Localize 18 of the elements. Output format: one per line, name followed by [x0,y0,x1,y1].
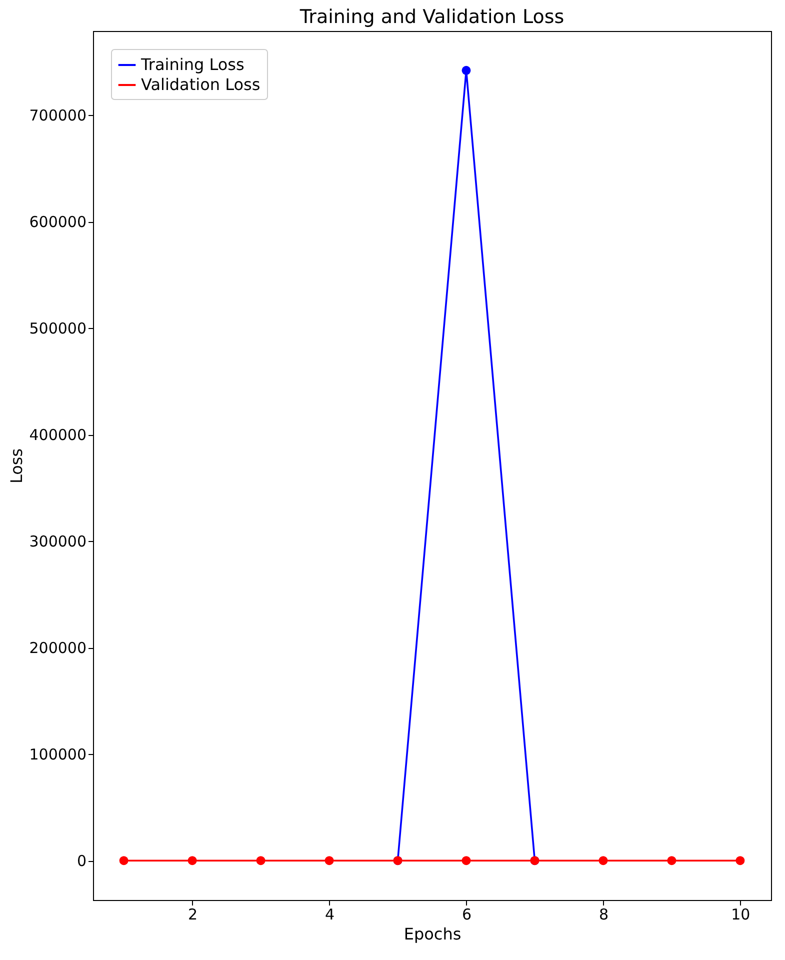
x-tick-label: 6 [462,906,472,924]
chart-title: Training and Validation Loss [298,6,564,28]
y-tick-label: 600000 [29,213,86,232]
y-tick-label: 500000 [29,320,86,338]
y-tick-label: 400000 [29,426,86,444]
x-tick-label: 8 [598,906,608,924]
y-tick-label: 700000 [29,106,86,125]
y-tick-label: 300000 [29,532,86,551]
x-tick-label: 10 [731,906,750,924]
legend-label: Training Loss [140,55,244,74]
legend-label: Validation Loss [141,75,260,94]
x-tick-label: 4 [325,906,335,924]
y-tick-label: 0 [76,852,86,870]
y-tick-label: 200000 [29,639,86,658]
y-axis-title: Loss [7,448,26,484]
x-tick-label: 2 [188,906,198,924]
y-tick-label: 100000 [29,746,86,764]
x-axis-title: Epochs [404,924,462,944]
